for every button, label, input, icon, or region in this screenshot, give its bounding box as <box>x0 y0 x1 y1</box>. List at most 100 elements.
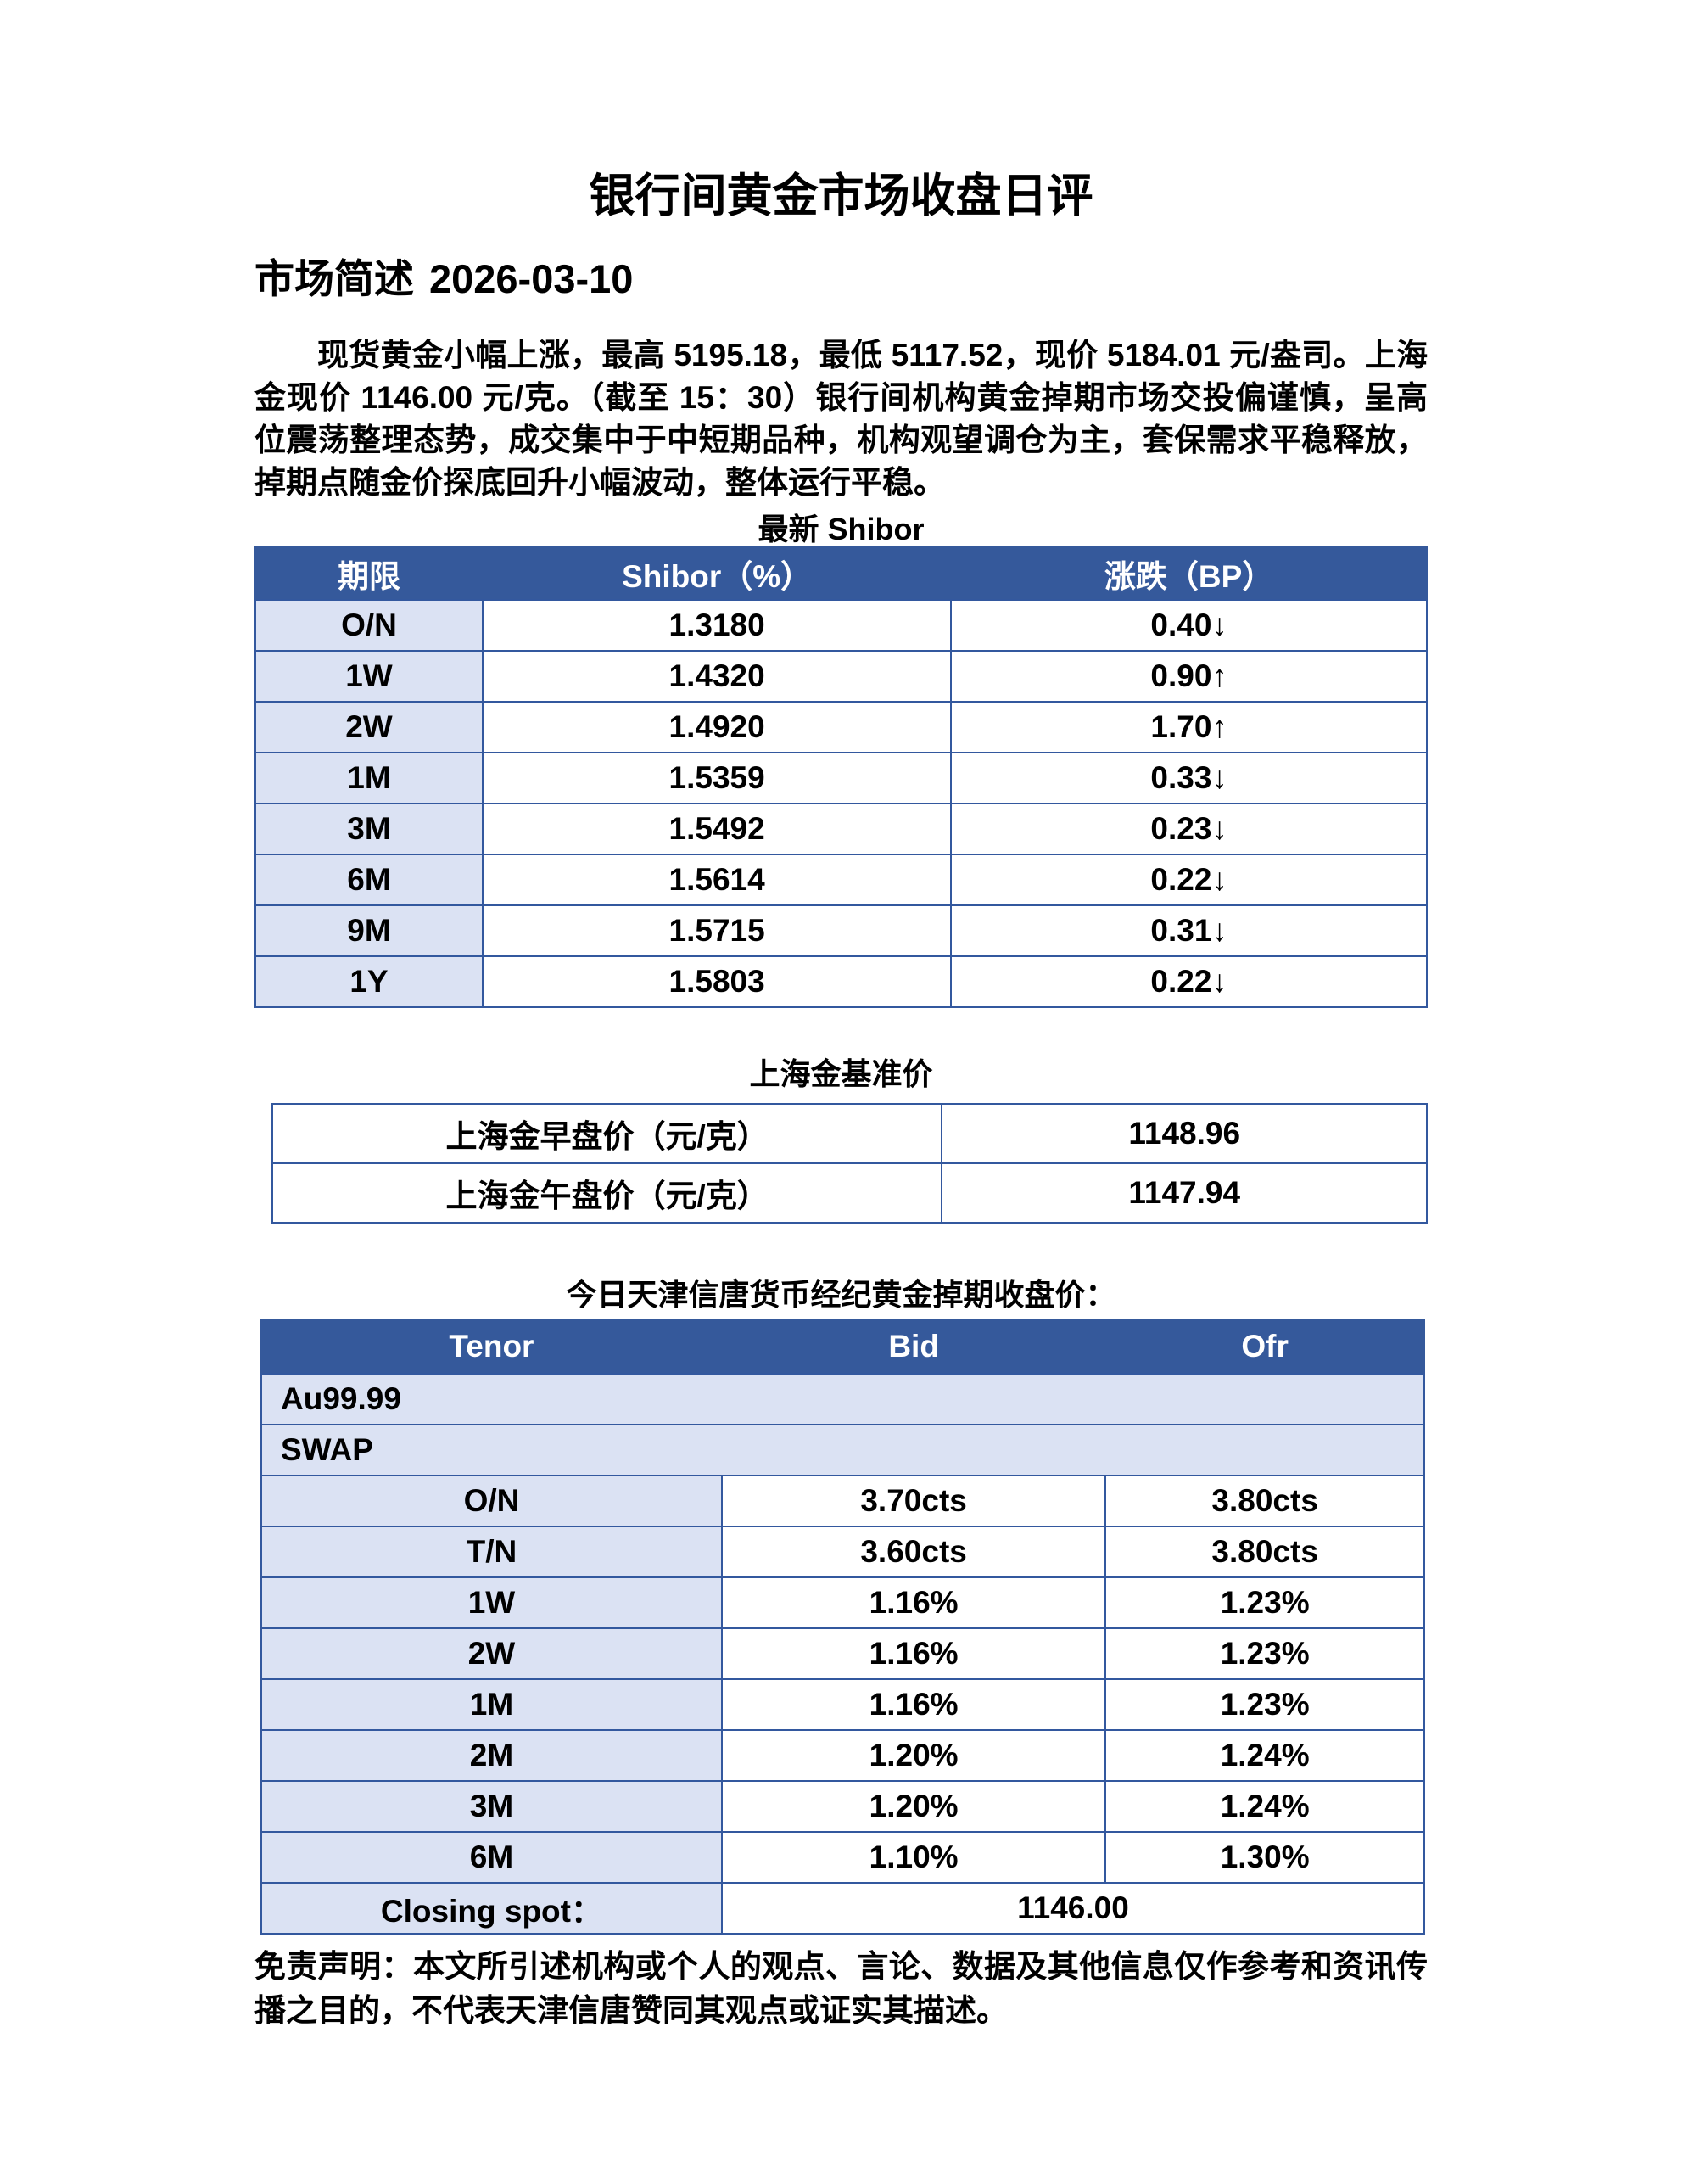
change-cell: 0.23↓ <box>950 803 1428 855</box>
benchmark-value-cell: 1147.94 <box>941 1162 1428 1224</box>
ofr-cell: 1.24% <box>1104 1780 1425 1833</box>
bid-cell: 1.16% <box>720 1678 1107 1731</box>
shibor-table-body: O/N 1.3180 0.40↓ 1W 1.4320 0.90↑ 2W 1.49… <box>254 599 1428 1008</box>
shibor-col-header-rate: Shibor（%） <box>481 546 953 601</box>
market-summary: 现货黄金小幅上涨，最高 5195.18，最低 5117.52，现价 5184.0… <box>254 338 1428 500</box>
change-value: 0.23 <box>1150 811 1212 846</box>
ofr-cell: 1.24% <box>1104 1729 1425 1782</box>
swap-col-header-tenor: Tenor <box>260 1319 723 1375</box>
shibor-col-header-tenor: 期限 <box>254 546 484 601</box>
change-value: 0.22 <box>1150 862 1212 897</box>
swap-table-row: 2W 1.16% 1.23% <box>260 1627 1425 1680</box>
tenor-cell: 3M <box>254 803 484 855</box>
swap-col-header-ofr: Ofr <box>1104 1319 1425 1375</box>
change-direction-icon: ↓ <box>1211 608 1227 642</box>
shibor-table-title: 最新 Shibor <box>758 512 925 546</box>
swap-table-row: 6M 1.10% 1.30% <box>260 1831 1425 1884</box>
shanghai-gold-row: 上海金早盘价（元/克） 1148.96 <box>271 1103 1428 1164</box>
swap-table-meta: Au99.99 SWAP <box>260 1373 1425 1476</box>
shibor-table-row: 3M 1.5492 0.23↓ <box>254 803 1428 855</box>
change-cell: 1.70↑ <box>950 701 1428 753</box>
rate-cell: 1.4920 <box>481 701 953 753</box>
shibor-col-header-change: 涨跌（BP） <box>950 546 1428 601</box>
swap-table-row: 1W 1.16% 1.23% <box>260 1576 1425 1629</box>
rate-cell: 1.3180 <box>481 599 953 652</box>
closing-spot-value: 1146.00 <box>720 1882 1426 1935</box>
tenor-cell: 1M <box>260 1678 723 1731</box>
section-heading: 市场简述 2026-03-10 <box>254 256 1428 302</box>
shanghai-gold-table: 上海金早盘价（元/克） 1148.96 上海金午盘价（元/克） 1147.94 <box>271 1103 1428 1224</box>
tenor-cell: O/N <box>260 1475 723 1527</box>
tenor-cell: 6M <box>260 1831 723 1884</box>
page-title: 银行间黄金市场收盘日评 <box>589 171 1093 221</box>
change-value: 0.40 <box>1150 608 1212 642</box>
instrument-row: SWAP <box>260 1424 1425 1476</box>
instrument-name: SWAP <box>260 1424 1425 1476</box>
bid-cell: 1.20% <box>720 1780 1107 1833</box>
shibor-table: 期限 Shibor（%） 涨跌（BP） O/N 1.3180 0.40↓ 1W … <box>254 546 1428 1008</box>
change-cell: 0.90↑ <box>950 650 1428 703</box>
swap-table-row: 1M 1.16% 1.23% <box>260 1678 1425 1731</box>
product-row: Au99.99 <box>260 1373 1425 1425</box>
change-value: 0.90 <box>1150 658 1212 693</box>
rate-cell: 1.5492 <box>481 803 953 855</box>
tenor-cell: 2W <box>260 1627 723 1680</box>
change-direction-icon: ↑ <box>1211 709 1227 744</box>
section-heading-label: 市场简述 <box>254 256 414 301</box>
tenor-cell: 1M <box>254 752 484 804</box>
bid-cell: 1.20% <box>720 1729 1107 1782</box>
product-name: Au99.99 <box>260 1373 1425 1425</box>
change-value: 0.33 <box>1150 760 1212 795</box>
closing-spot-row: Closing spot： 1146.00 <box>260 1882 1426 1935</box>
ofr-cell: 3.80cts <box>1104 1475 1425 1527</box>
tenor-cell: 1Y <box>254 955 484 1008</box>
shibor-table-row: 2W 1.4920 1.70↑ <box>254 701 1428 753</box>
ofr-cell: 1.23% <box>1104 1627 1425 1680</box>
tenor-cell: 6M <box>254 854 484 906</box>
rate-cell: 1.5803 <box>481 955 953 1008</box>
shibor-table-row: 6M 1.5614 0.22↓ <box>254 854 1428 906</box>
tenor-cell: T/N <box>260 1526 723 1578</box>
tenor-cell: 9M <box>254 904 484 957</box>
tenor-cell: 1W <box>254 650 484 703</box>
change-cell: 0.31↓ <box>950 904 1428 957</box>
change-direction-icon: ↓ <box>1211 862 1227 897</box>
shanghai-gold-row: 上海金午盘价（元/克） 1147.94 <box>271 1162 1428 1224</box>
shibor-table-row: 1W 1.4320 0.90↑ <box>254 650 1428 703</box>
benchmark-label-cell: 上海金早盘价（元/克） <box>271 1103 943 1164</box>
shibor-table-row: 1Y 1.5803 0.22↓ <box>254 955 1428 1008</box>
change-value: 0.22 <box>1150 964 1212 999</box>
swap-col-header-bid: Bid <box>720 1319 1107 1375</box>
swap-table-row: T/N 3.60cts 3.80cts <box>260 1526 1425 1578</box>
bid-cell: 1.10% <box>720 1831 1107 1884</box>
change-direction-icon: ↓ <box>1211 760 1227 795</box>
bid-cell: 3.70cts <box>720 1475 1107 1527</box>
swap-table-row: O/N 3.70cts 3.80cts <box>260 1475 1425 1527</box>
swap-table-title: 今日天津信唐货币经纪黄金掉期收盘价： <box>566 1277 1116 1312</box>
change-direction-icon: ↓ <box>1211 964 1227 999</box>
change-cell: 0.40↓ <box>950 599 1428 652</box>
rate-cell: 1.5359 <box>481 752 953 804</box>
tenor-cell: 2W <box>254 701 484 753</box>
change-cell: 0.22↓ <box>950 854 1428 906</box>
tenor-cell: 3M <box>260 1780 723 1833</box>
change-cell: 0.33↓ <box>950 752 1428 804</box>
ofr-cell: 1.23% <box>1104 1678 1425 1731</box>
tenor-cell: 1W <box>260 1576 723 1629</box>
rate-cell: 1.4320 <box>481 650 953 703</box>
bid-cell: 1.16% <box>720 1576 1107 1629</box>
change-direction-icon: ↓ <box>1211 913 1227 948</box>
report-date: 2026-03-10 <box>429 256 634 301</box>
ofr-cell: 1.23% <box>1104 1576 1425 1629</box>
shanghai-gold-table-body: 上海金早盘价（元/克） 1148.96 上海金午盘价（元/克） 1147.94 <box>271 1103 1428 1224</box>
benchmark-label-cell: 上海金午盘价（元/克） <box>271 1162 943 1224</box>
shibor-table-row: 9M 1.5715 0.31↓ <box>254 904 1428 957</box>
swap-header-row: Tenor Bid Ofr <box>260 1319 1425 1375</box>
closing-spot-label: Closing spot： <box>260 1882 723 1935</box>
change-cell: 0.22↓ <box>950 955 1428 1008</box>
disclaimer-text: 免责声明：本文所引述机构或个人的观点、言论、数据及其他信息仅作参考和资讯传播之目… <box>254 1949 1428 2028</box>
swap-table: Au99.99 SWAP Tenor Bid Ofr O/N 3.70cts 3… <box>260 1319 1426 1935</box>
change-value: 0.31 <box>1150 913 1212 948</box>
swap-table-row: 3M 1.20% 1.24% <box>260 1780 1425 1833</box>
